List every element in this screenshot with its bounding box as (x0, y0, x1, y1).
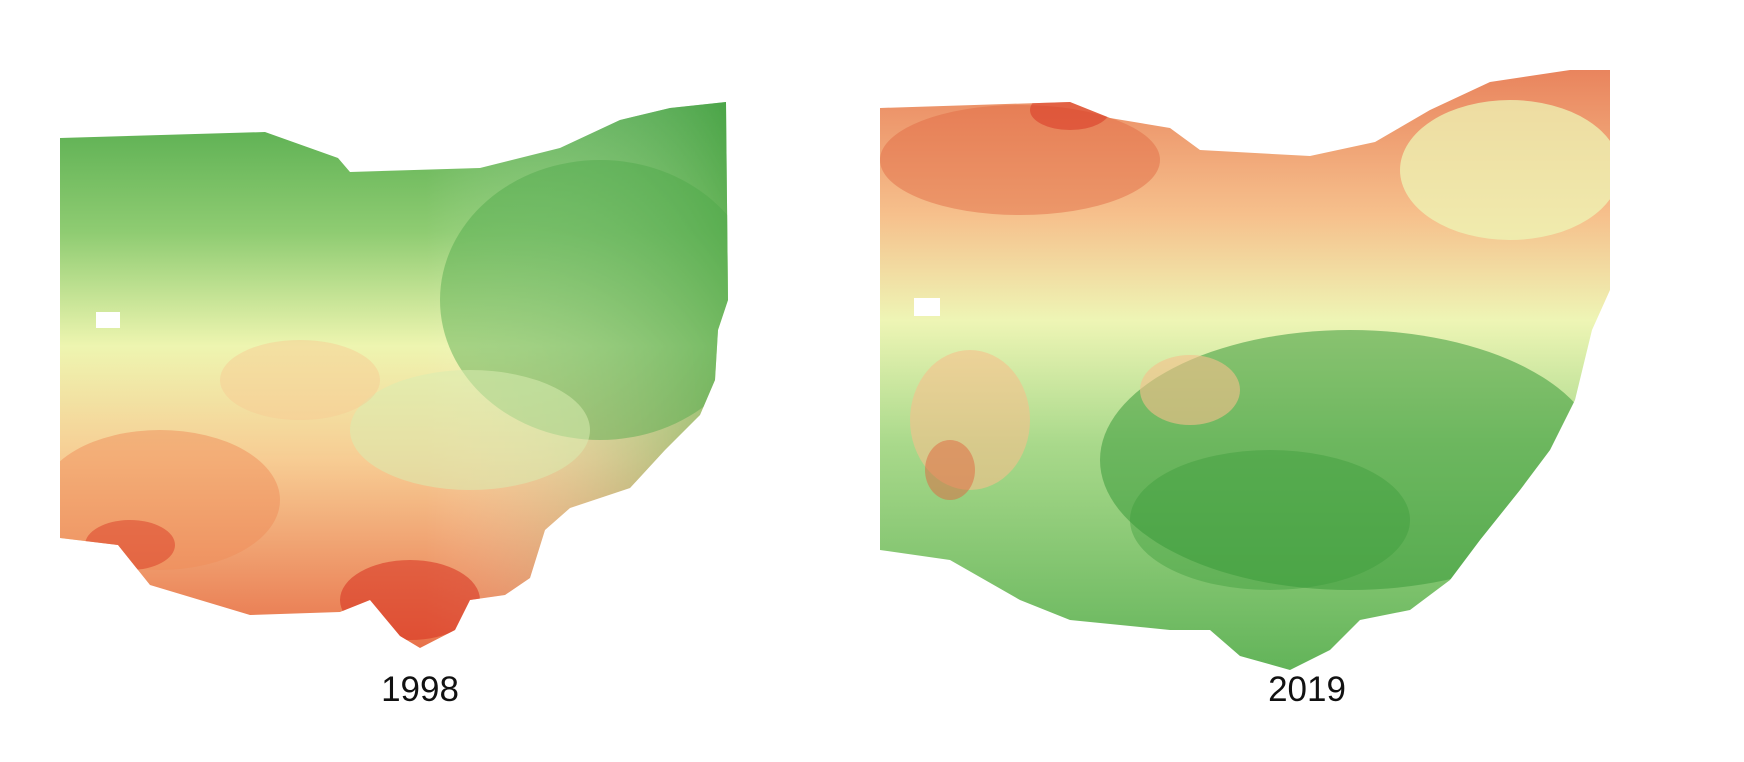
no-data-patch (914, 298, 940, 316)
no-data-patch (96, 312, 120, 328)
map-year-label: 1998 (381, 670, 459, 709)
map-panel-1998: 1998 (0, 0, 870, 762)
ohio-map-1998 (60, 102, 728, 648)
map-panel-2019: 2019 (870, 0, 1744, 762)
map-year-label: 2019 (1268, 670, 1346, 709)
ohio-map-2019 (880, 70, 1610, 670)
